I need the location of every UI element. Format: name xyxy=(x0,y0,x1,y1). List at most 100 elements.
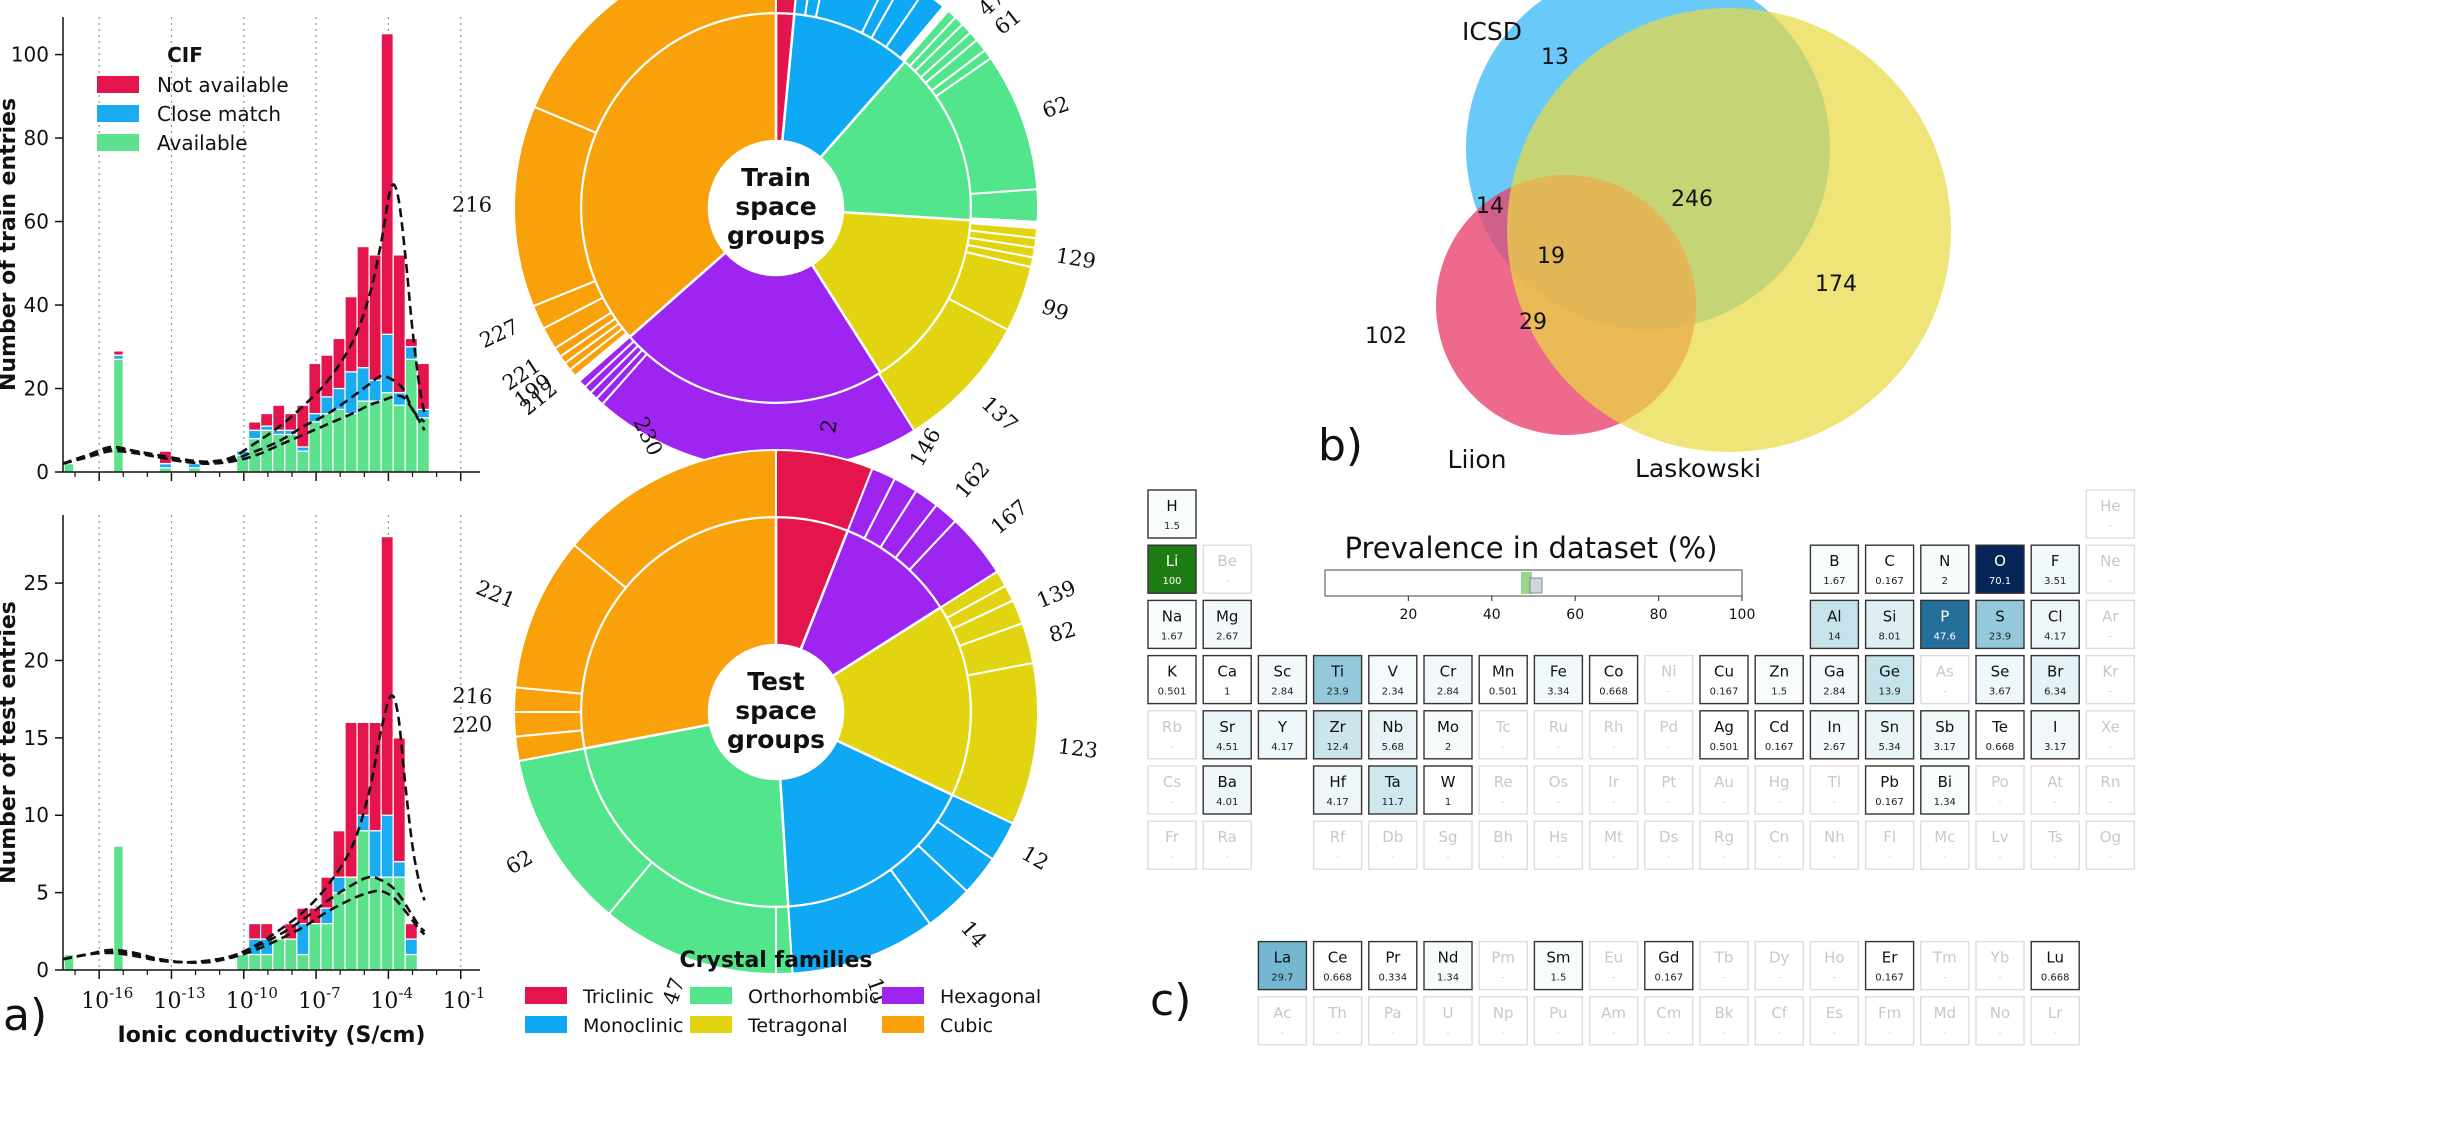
element-symbol: O xyxy=(1994,552,2006,570)
y-tick-label: 10 xyxy=(24,803,49,827)
element-value: - xyxy=(1391,852,1395,863)
element-value: 4.01 xyxy=(1216,797,1238,808)
panel-label-a: a) xyxy=(3,990,47,1041)
element-value: - xyxy=(1722,797,1726,808)
y-axis-label: Number of test entries xyxy=(0,601,21,884)
element-symbol: P xyxy=(1940,607,1949,625)
element-value: - xyxy=(1777,1028,1781,1039)
colorbar-tick-label: 100 xyxy=(1729,607,1756,623)
element-cell xyxy=(1202,820,1252,870)
element-cell xyxy=(1202,654,1252,705)
venn-region-count: 29 xyxy=(1519,310,1547,335)
element-value: 4.17 xyxy=(2044,631,2066,642)
element-value: - xyxy=(1777,797,1781,808)
element-symbol: Ba xyxy=(1217,773,1236,791)
test-sunburst: 2 146162167139821231214114762220216221230… xyxy=(452,413,1100,1008)
element-symbol: Ge xyxy=(1879,663,1900,681)
element-value: - xyxy=(1612,797,1616,808)
element-value: 1.67 xyxy=(1161,631,1183,642)
legend-label: Close match xyxy=(157,102,281,126)
element-symbol: Th xyxy=(1327,1004,1347,1022)
element-cell xyxy=(1257,710,1308,760)
element-value: 14 xyxy=(1828,631,1841,642)
legend-swatch xyxy=(882,1016,924,1033)
element-value: - xyxy=(1336,852,1340,863)
element-value: 3.17 xyxy=(2044,742,2066,753)
legend-swatch xyxy=(525,987,567,1004)
legend-swatch xyxy=(882,987,924,1004)
legend-label: Tetragonal xyxy=(747,1015,848,1037)
element-cell xyxy=(1754,820,1804,870)
element-cell xyxy=(1257,654,1308,705)
element-value: 0.167 xyxy=(1710,687,1739,698)
element-cell xyxy=(1368,710,1418,760)
element-symbol: Lr xyxy=(2048,1004,2063,1022)
element-symbol: Cd xyxy=(1769,718,1789,736)
x-axis-label: Ionic conductivity (S/cm) xyxy=(118,1023,426,1048)
element-symbol: Pa xyxy=(1384,1004,1402,1022)
element-cell xyxy=(1644,940,1694,991)
element-cell xyxy=(2085,710,2136,760)
space-group-label: 14 xyxy=(956,916,992,952)
element-value: 2.67 xyxy=(1216,631,1238,642)
element-symbol: Pt xyxy=(1661,773,1676,791)
test-histogram: 0 5 10 15 20 25 10-16 10-13 10-10 10-7 10-4 10-1 Num… xyxy=(0,515,485,1048)
element-cell xyxy=(1202,599,1252,650)
element-symbol: I xyxy=(2053,718,2057,736)
element-symbol: Ag xyxy=(1714,718,1734,736)
bar-close-match xyxy=(404,938,418,956)
element-symbol: Nb xyxy=(1382,718,1403,736)
element-symbol: Sc xyxy=(1274,663,1292,681)
element-value: 2.67 xyxy=(1823,742,1845,753)
element-value: - xyxy=(1557,742,1561,753)
element-symbol: Ga xyxy=(1824,663,1845,681)
space-group-label: 167 xyxy=(986,495,1032,539)
element-symbol: Cu xyxy=(1714,663,1734,681)
element-cell xyxy=(1312,654,1363,705)
bar-available xyxy=(296,450,310,473)
legend-swatch xyxy=(97,76,139,93)
element-cell xyxy=(1975,654,2025,705)
colorbar-tick-label: 20 xyxy=(1399,607,1417,623)
element-value: 2.84 xyxy=(1823,687,1845,698)
element-value: - xyxy=(1612,852,1616,863)
element-value: - xyxy=(1667,1028,1671,1039)
element-value: - xyxy=(1833,973,1837,984)
y-tick-label: 0 xyxy=(36,958,49,982)
bar-not-available xyxy=(308,362,322,415)
bar-close-match xyxy=(392,861,406,878)
element-value: - xyxy=(1225,852,1229,863)
element-cell xyxy=(1644,996,1694,1046)
element-symbol: Ni xyxy=(1661,663,1676,681)
y-tick-label: 0 xyxy=(36,460,49,484)
element-symbol: Cm xyxy=(1656,1004,1681,1022)
element-value: - xyxy=(1501,742,1505,753)
element-value: 0.334 xyxy=(1378,973,1407,984)
element-symbol: S xyxy=(1995,607,2005,625)
venn-region-count: 246 xyxy=(1671,187,1713,212)
sunburst-space-group xyxy=(572,448,777,590)
bar-not-available xyxy=(392,254,406,394)
element-cell xyxy=(2030,654,2080,705)
element-cell xyxy=(1975,544,2025,594)
space-group-label: 2 xyxy=(816,417,842,435)
element-cell xyxy=(1644,820,1694,870)
element-cell xyxy=(1864,544,1915,594)
bar-close-match xyxy=(296,446,310,452)
y-tick-label: 5 xyxy=(36,881,49,905)
legend-label: Available xyxy=(157,131,248,155)
element-value: - xyxy=(1501,1028,1505,1039)
bar-close-match xyxy=(158,463,173,469)
x-tick-label: 10-7 xyxy=(298,984,341,1014)
element-symbol: Ta xyxy=(1384,773,1401,791)
element-value: 47.6 xyxy=(1934,631,1956,642)
colorbar-tick-label: 60 xyxy=(1566,607,1584,623)
element-cell xyxy=(1202,765,1252,815)
bar-close-match xyxy=(332,387,346,410)
element-cell xyxy=(2030,599,2080,650)
element-symbol: Ho xyxy=(1824,949,1844,967)
element-cell xyxy=(1975,710,2025,760)
element-symbol: Br xyxy=(2047,663,2064,681)
element-cell xyxy=(1699,996,1749,1046)
